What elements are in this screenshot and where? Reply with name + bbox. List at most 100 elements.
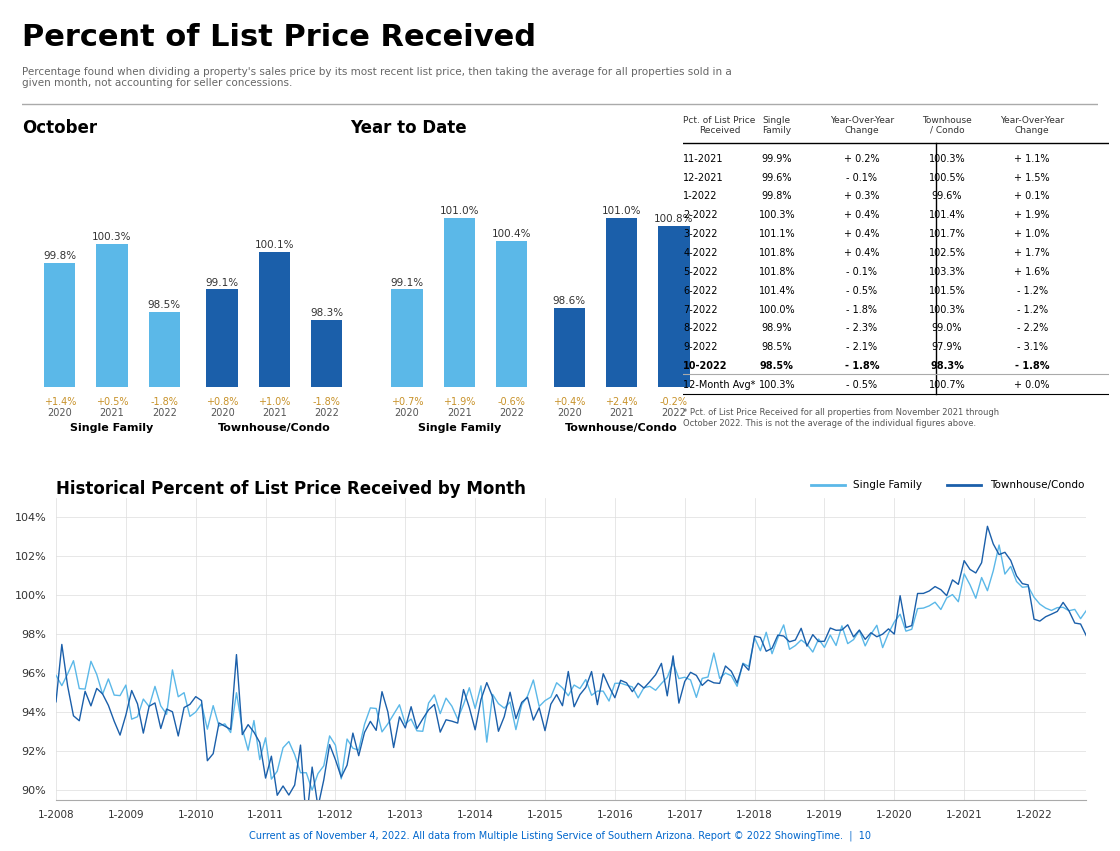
- Text: 100.8%: 100.8%: [654, 214, 693, 224]
- Bar: [206, 289, 237, 387]
- Text: - 1.8%: - 1.8%: [1015, 361, 1049, 371]
- Text: 101.0%: 101.0%: [601, 206, 642, 216]
- Text: Townhouse/Condo: Townhouse/Condo: [990, 480, 1084, 490]
- Text: 100.3%: 100.3%: [758, 380, 795, 390]
- Text: 101.4%: 101.4%: [928, 210, 965, 220]
- Text: Single Family: Single Family: [71, 423, 153, 433]
- Text: 2-2022: 2-2022: [683, 210, 718, 220]
- Text: 2022: 2022: [315, 408, 339, 418]
- Text: Townhouse
/ Condo: Townhouse / Condo: [922, 116, 972, 135]
- Text: + 0.1%: + 0.1%: [1015, 191, 1049, 202]
- Text: 101.0%: 101.0%: [439, 206, 479, 216]
- Text: 100.3%: 100.3%: [758, 210, 795, 220]
- Text: + 1.1%: + 1.1%: [1015, 154, 1049, 163]
- Text: + 0.2%: + 0.2%: [844, 154, 880, 163]
- Text: 10-2022: 10-2022: [683, 361, 728, 371]
- Text: 98.5%: 98.5%: [148, 300, 180, 310]
- Text: + 0.4%: + 0.4%: [844, 229, 879, 239]
- Text: - 1.8%: - 1.8%: [847, 305, 877, 315]
- Text: 102.5%: 102.5%: [928, 248, 965, 258]
- Text: - 1.2%: - 1.2%: [1017, 305, 1047, 315]
- Text: Year-Over-Year
Change: Year-Over-Year Change: [830, 116, 894, 135]
- Text: 2022: 2022: [500, 408, 524, 418]
- Bar: [496, 241, 528, 387]
- Text: 99.8%: 99.8%: [44, 251, 76, 261]
- Bar: [44, 263, 75, 387]
- Bar: [149, 312, 180, 387]
- Text: 101.1%: 101.1%: [758, 229, 795, 239]
- Text: 2020: 2020: [209, 408, 234, 418]
- Text: 97.9%: 97.9%: [932, 342, 962, 352]
- Text: Percentage found when dividing a property's sales price by its most recent list : Percentage found when dividing a propert…: [22, 66, 732, 89]
- Text: 2020: 2020: [394, 408, 419, 418]
- Text: 98.3%: 98.3%: [310, 308, 343, 317]
- Text: Pct. of List Price
Received: Pct. of List Price Received: [683, 116, 756, 135]
- Text: + 0.4%: + 0.4%: [844, 248, 879, 258]
- Text: Year-Over-Year
Change: Year-Over-Year Change: [1000, 116, 1064, 135]
- Bar: [606, 218, 637, 387]
- Text: 98.9%: 98.9%: [762, 323, 792, 334]
- Text: Townhouse/Condo: Townhouse/Condo: [218, 423, 330, 433]
- Text: 98.5%: 98.5%: [762, 342, 792, 352]
- Bar: [553, 308, 585, 387]
- Text: October: October: [22, 118, 97, 137]
- Text: - 0.5%: - 0.5%: [847, 380, 877, 390]
- Text: 2020: 2020: [47, 408, 72, 418]
- Text: 100.3%: 100.3%: [928, 305, 965, 315]
- Text: 99.0%: 99.0%: [932, 323, 962, 334]
- Text: 12-Month Avg*: 12-Month Avg*: [683, 380, 756, 390]
- Text: 2021: 2021: [100, 408, 124, 418]
- Text: 8-2022: 8-2022: [683, 323, 718, 334]
- Text: * Pct. of List Price Received for all properties from November 2021 through
Octo: * Pct. of List Price Received for all pr…: [683, 408, 999, 428]
- Text: 101.4%: 101.4%: [758, 286, 795, 295]
- Text: Single Family: Single Family: [418, 423, 501, 433]
- Text: 1-2022: 1-2022: [683, 191, 718, 202]
- Text: 98.3%: 98.3%: [930, 361, 964, 371]
- Text: 4-2022: 4-2022: [683, 248, 718, 258]
- Text: 99.1%: 99.1%: [206, 277, 239, 288]
- Bar: [259, 252, 290, 387]
- Text: 2021: 2021: [447, 408, 472, 418]
- Text: Historical Percent of List Price Received by Month: Historical Percent of List Price Receive…: [56, 480, 526, 499]
- Text: 2021: 2021: [262, 408, 287, 418]
- Text: 101.7%: 101.7%: [928, 229, 965, 239]
- Text: -1.8%: -1.8%: [150, 397, 178, 407]
- Text: 101.8%: 101.8%: [758, 248, 795, 258]
- Text: 100.0%: 100.0%: [758, 305, 795, 315]
- Text: - 0.1%: - 0.1%: [847, 267, 877, 277]
- Text: -1.8%: -1.8%: [312, 397, 340, 407]
- Text: 9-2022: 9-2022: [683, 342, 718, 352]
- Text: 100.4%: 100.4%: [492, 229, 531, 239]
- Bar: [311, 319, 343, 387]
- Text: + 0.3%: + 0.3%: [844, 191, 879, 202]
- Text: - 2.3%: - 2.3%: [847, 323, 877, 334]
- Text: +0.5%: +0.5%: [95, 397, 129, 407]
- Text: Current as of November 4, 2022. All data from Multiple Listing Service of Southe: Current as of November 4, 2022. All data…: [249, 831, 871, 842]
- Text: Year to Date: Year to Date: [351, 118, 467, 137]
- Text: - 2.1%: - 2.1%: [847, 342, 877, 352]
- Text: 101.5%: 101.5%: [928, 286, 965, 295]
- Text: +0.4%: +0.4%: [553, 397, 586, 407]
- Text: 98.5%: 98.5%: [759, 361, 794, 371]
- Text: - 1.8%: - 1.8%: [844, 361, 879, 371]
- Text: 103.3%: 103.3%: [928, 267, 965, 277]
- Text: + 0.4%: + 0.4%: [844, 210, 879, 220]
- Text: - 1.2%: - 1.2%: [1017, 286, 1047, 295]
- Text: + 1.0%: + 1.0%: [1015, 229, 1049, 239]
- Text: Single
Family: Single Family: [763, 116, 792, 135]
- Text: 99.1%: 99.1%: [391, 277, 423, 288]
- Text: 100.5%: 100.5%: [928, 173, 965, 183]
- Text: 2021: 2021: [609, 408, 634, 418]
- Text: 3-2022: 3-2022: [683, 229, 718, 239]
- Text: 5-2022: 5-2022: [683, 267, 718, 277]
- Text: 99.6%: 99.6%: [932, 191, 962, 202]
- Bar: [96, 244, 128, 387]
- Text: + 1.9%: + 1.9%: [1015, 210, 1049, 220]
- Text: - 3.1%: - 3.1%: [1017, 342, 1047, 352]
- Text: 100.7%: 100.7%: [928, 380, 965, 390]
- Text: Percent of List Price Received: Percent of List Price Received: [22, 23, 536, 52]
- Text: 6-2022: 6-2022: [683, 286, 718, 295]
- Text: Single Family: Single Family: [853, 480, 923, 490]
- Text: +0.8%: +0.8%: [206, 397, 239, 407]
- Text: 99.8%: 99.8%: [762, 191, 792, 202]
